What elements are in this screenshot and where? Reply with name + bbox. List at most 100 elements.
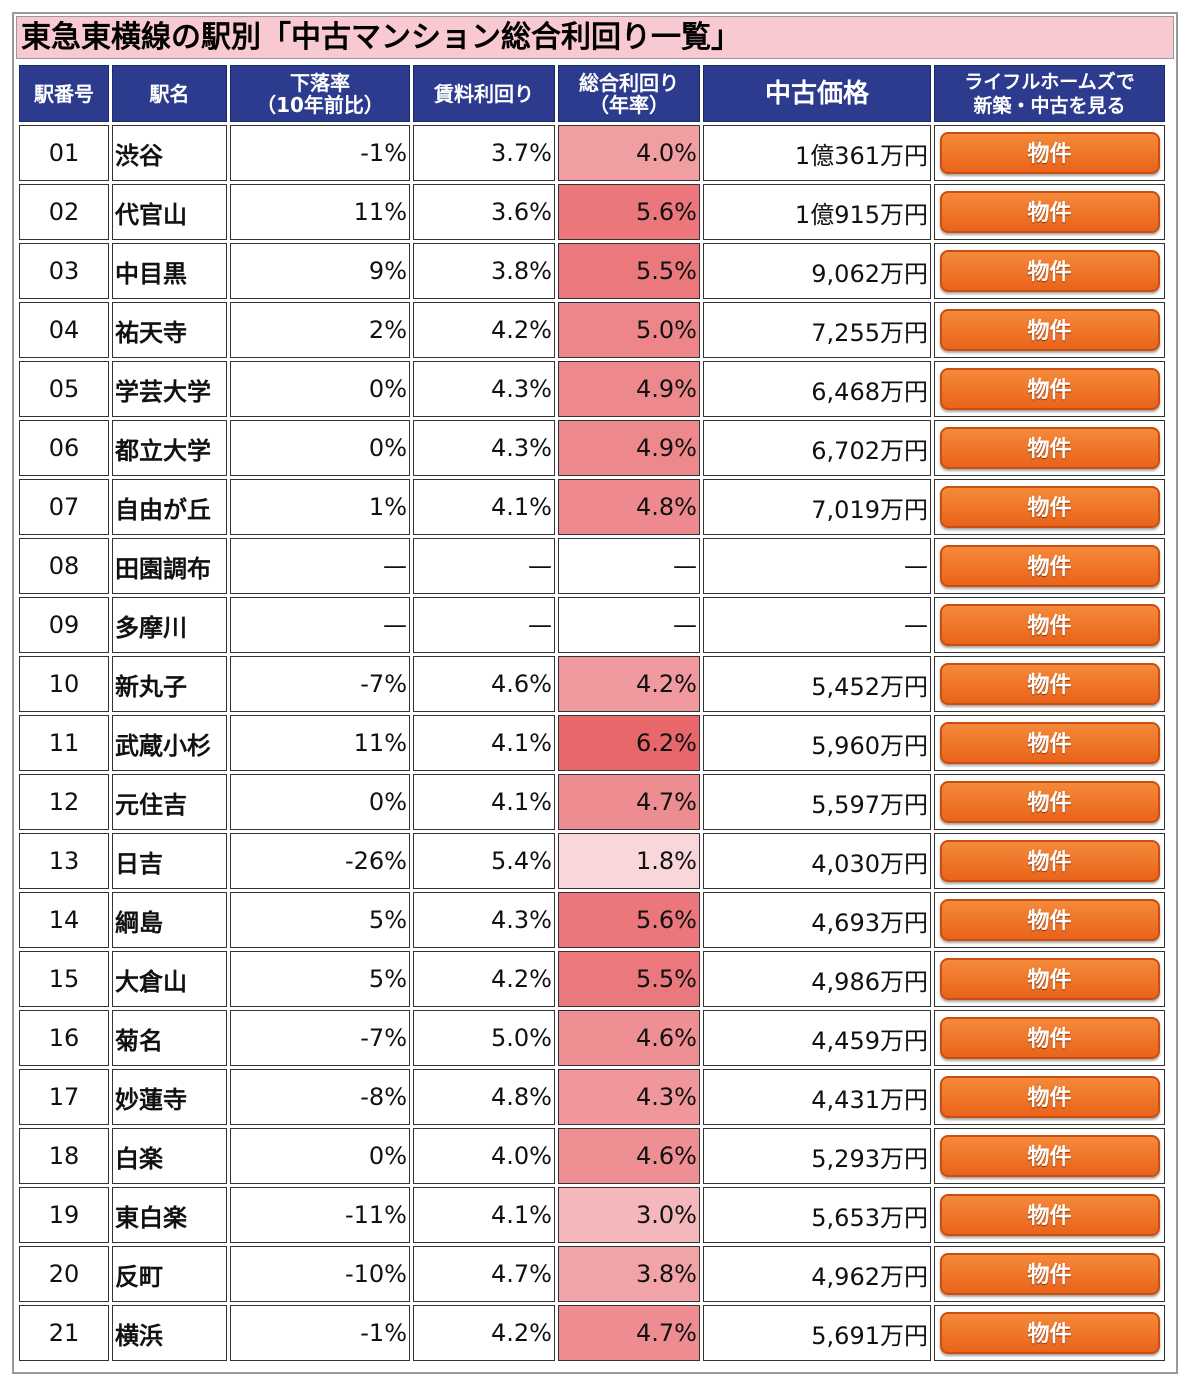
listing-button[interactable]: 物件 — [939, 899, 1160, 941]
header-total-yield: 総合利回り （年率） — [558, 65, 700, 122]
total-yield: 3.8% — [558, 1246, 700, 1302]
station-number: 13 — [19, 833, 109, 889]
table-row: 21 横浜 -1% 4.2% 4.7% 5,691万円 物件 — [19, 1305, 1165, 1361]
table-body: 01 渋谷 -1% 3.7% 4.0% 1億361万円 物件 02 代官山 11% 3.6% 5.6%… — [19, 125, 1165, 1361]
listing-button-cell: 物件 — [934, 656, 1165, 712]
listing-button-cell: 物件 — [934, 1246, 1165, 1302]
rent-yield: 4.2% — [413, 1305, 555, 1361]
station-name: 菊名 — [112, 1010, 227, 1066]
total-yield: 5.6% — [558, 892, 700, 948]
used-price: 6,702万円 — [703, 420, 931, 476]
total-yield: 5.5% — [558, 243, 700, 299]
used-price: 1億915万円 — [703, 184, 931, 240]
listing-button[interactable]: 物件 — [939, 368, 1160, 410]
station-name: 武蔵小杉 — [112, 715, 227, 771]
listing-button[interactable]: 物件 — [939, 486, 1160, 528]
station-name: 反町 — [112, 1246, 227, 1302]
listing-button[interactable]: 物件 — [939, 604, 1160, 646]
used-price: 5,293万円 — [703, 1128, 931, 1184]
total-yield: 4.9% — [558, 420, 700, 476]
listing-button[interactable]: 物件 — [939, 781, 1160, 823]
listing-button[interactable]: 物件 — [939, 1076, 1160, 1118]
decline-rate: -1% — [230, 125, 410, 181]
listing-button[interactable]: 物件 — [939, 545, 1160, 587]
table-row: 18 白楽 0% 4.0% 4.6% 5,293万円 物件 — [19, 1128, 1165, 1184]
rent-yield: 4.7% — [413, 1246, 555, 1302]
station-name: 妙蓮寺 — [112, 1069, 227, 1125]
decline-rate: -8% — [230, 1069, 410, 1125]
station-number: 09 — [19, 597, 109, 653]
total-yield: 4.7% — [558, 774, 700, 830]
listing-button-cell: 物件 — [934, 1187, 1165, 1243]
header-row: 駅番号 駅名 下落率 （10年前比） 賃料利回り 総合利回り （年率） 中古価格… — [19, 65, 1165, 122]
table-row: 12 元住吉 0% 4.1% 4.7% 5,597万円 物件 — [19, 774, 1165, 830]
listing-button[interactable]: 物件 — [939, 1253, 1160, 1295]
listing-button[interactable]: 物件 — [939, 663, 1160, 705]
station-number: 15 — [19, 951, 109, 1007]
rent-yield: 4.3% — [413, 361, 555, 417]
listing-button[interactable]: 物件 — [939, 427, 1160, 469]
rent-yield: 4.1% — [413, 479, 555, 535]
station-name: 綱島 — [112, 892, 227, 948]
station-name: 新丸子 — [112, 656, 227, 712]
listing-button[interactable]: 物件 — [939, 191, 1160, 233]
table-row: 19 東白楽 -11% 4.1% 3.0% 5,653万円 物件 — [19, 1187, 1165, 1243]
header-total-yield-line1: 総合利回り — [579, 70, 679, 95]
used-price: 5,452万円 — [703, 656, 931, 712]
used-price: 7,019万円 — [703, 479, 931, 535]
rent-yield: 4.1% — [413, 715, 555, 771]
table-row: 13 日吉 -26% 5.4% 1.8% 4,030万円 物件 — [19, 833, 1165, 889]
listing-button[interactable]: 物件 — [939, 958, 1160, 1000]
station-number: 11 — [19, 715, 109, 771]
decline-rate: 5% — [230, 892, 410, 948]
listing-button-cell: 物件 — [934, 538, 1165, 594]
total-yield: 5.0% — [558, 302, 700, 358]
station-number: 16 — [19, 1010, 109, 1066]
station-number: 21 — [19, 1305, 109, 1361]
header-decline-line1: 下落率 — [290, 70, 350, 95]
station-yield-table: 駅番号 駅名 下落率 （10年前比） 賃料利回り 総合利回り （年率） 中古価格… — [16, 62, 1168, 1364]
decline-rate: 0% — [230, 361, 410, 417]
rent-yield: 3.6% — [413, 184, 555, 240]
listing-button[interactable]: 物件 — [939, 1194, 1160, 1236]
total-yield: 6.2% — [558, 715, 700, 771]
used-price: 6,468万円 — [703, 361, 931, 417]
table-row: 15 大倉山 5% 4.2% 5.5% 4,986万円 物件 — [19, 951, 1165, 1007]
rent-yield: 4.1% — [413, 774, 555, 830]
listing-button-cell: 物件 — [934, 243, 1165, 299]
total-yield: 1.8% — [558, 833, 700, 889]
rent-yield: 5.4% — [413, 833, 555, 889]
used-price: 5,691万円 — [703, 1305, 931, 1361]
table-row: 03 中目黒 9% 3.8% 5.5% 9,062万円 物件 — [19, 243, 1165, 299]
listing-button[interactable]: 物件 — [939, 1312, 1160, 1354]
station-number: 18 — [19, 1128, 109, 1184]
listing-button[interactable]: 物件 — [939, 1017, 1160, 1059]
used-price: 5,653万円 — [703, 1187, 931, 1243]
listing-button[interactable]: 物件 — [939, 309, 1160, 351]
listing-button-cell: 物件 — [934, 892, 1165, 948]
decline-rate: — — [230, 597, 410, 653]
decline-rate: 1% — [230, 479, 410, 535]
listing-button[interactable]: 物件 — [939, 722, 1160, 764]
station-number: 01 — [19, 125, 109, 181]
listing-button-cell: 物件 — [934, 420, 1165, 476]
header-lifull: ライフルホームズで 新築・中古を見る — [934, 65, 1165, 122]
decline-rate: -10% — [230, 1246, 410, 1302]
listing-button[interactable]: 物件 — [939, 1135, 1160, 1177]
listing-button-cell: 物件 — [934, 184, 1165, 240]
decline-rate: — — [230, 538, 410, 594]
listing-button[interactable]: 物件 — [939, 840, 1160, 882]
decline-rate: 2% — [230, 302, 410, 358]
listing-button[interactable]: 物件 — [939, 250, 1160, 292]
listing-button[interactable]: 物件 — [939, 132, 1160, 174]
rent-yield: — — [413, 538, 555, 594]
table-row: 20 反町 -10% 4.7% 3.8% 4,962万円 物件 — [19, 1246, 1165, 1302]
header-lifull-line1: ライフルホームズで — [964, 70, 1135, 93]
station-number: 14 — [19, 892, 109, 948]
used-price: — — [703, 597, 931, 653]
station-number: 07 — [19, 479, 109, 535]
total-yield: 5.6% — [558, 184, 700, 240]
header-price: 中古価格 — [703, 65, 931, 122]
station-name: 白楽 — [112, 1128, 227, 1184]
station-name: 渋谷 — [112, 125, 227, 181]
